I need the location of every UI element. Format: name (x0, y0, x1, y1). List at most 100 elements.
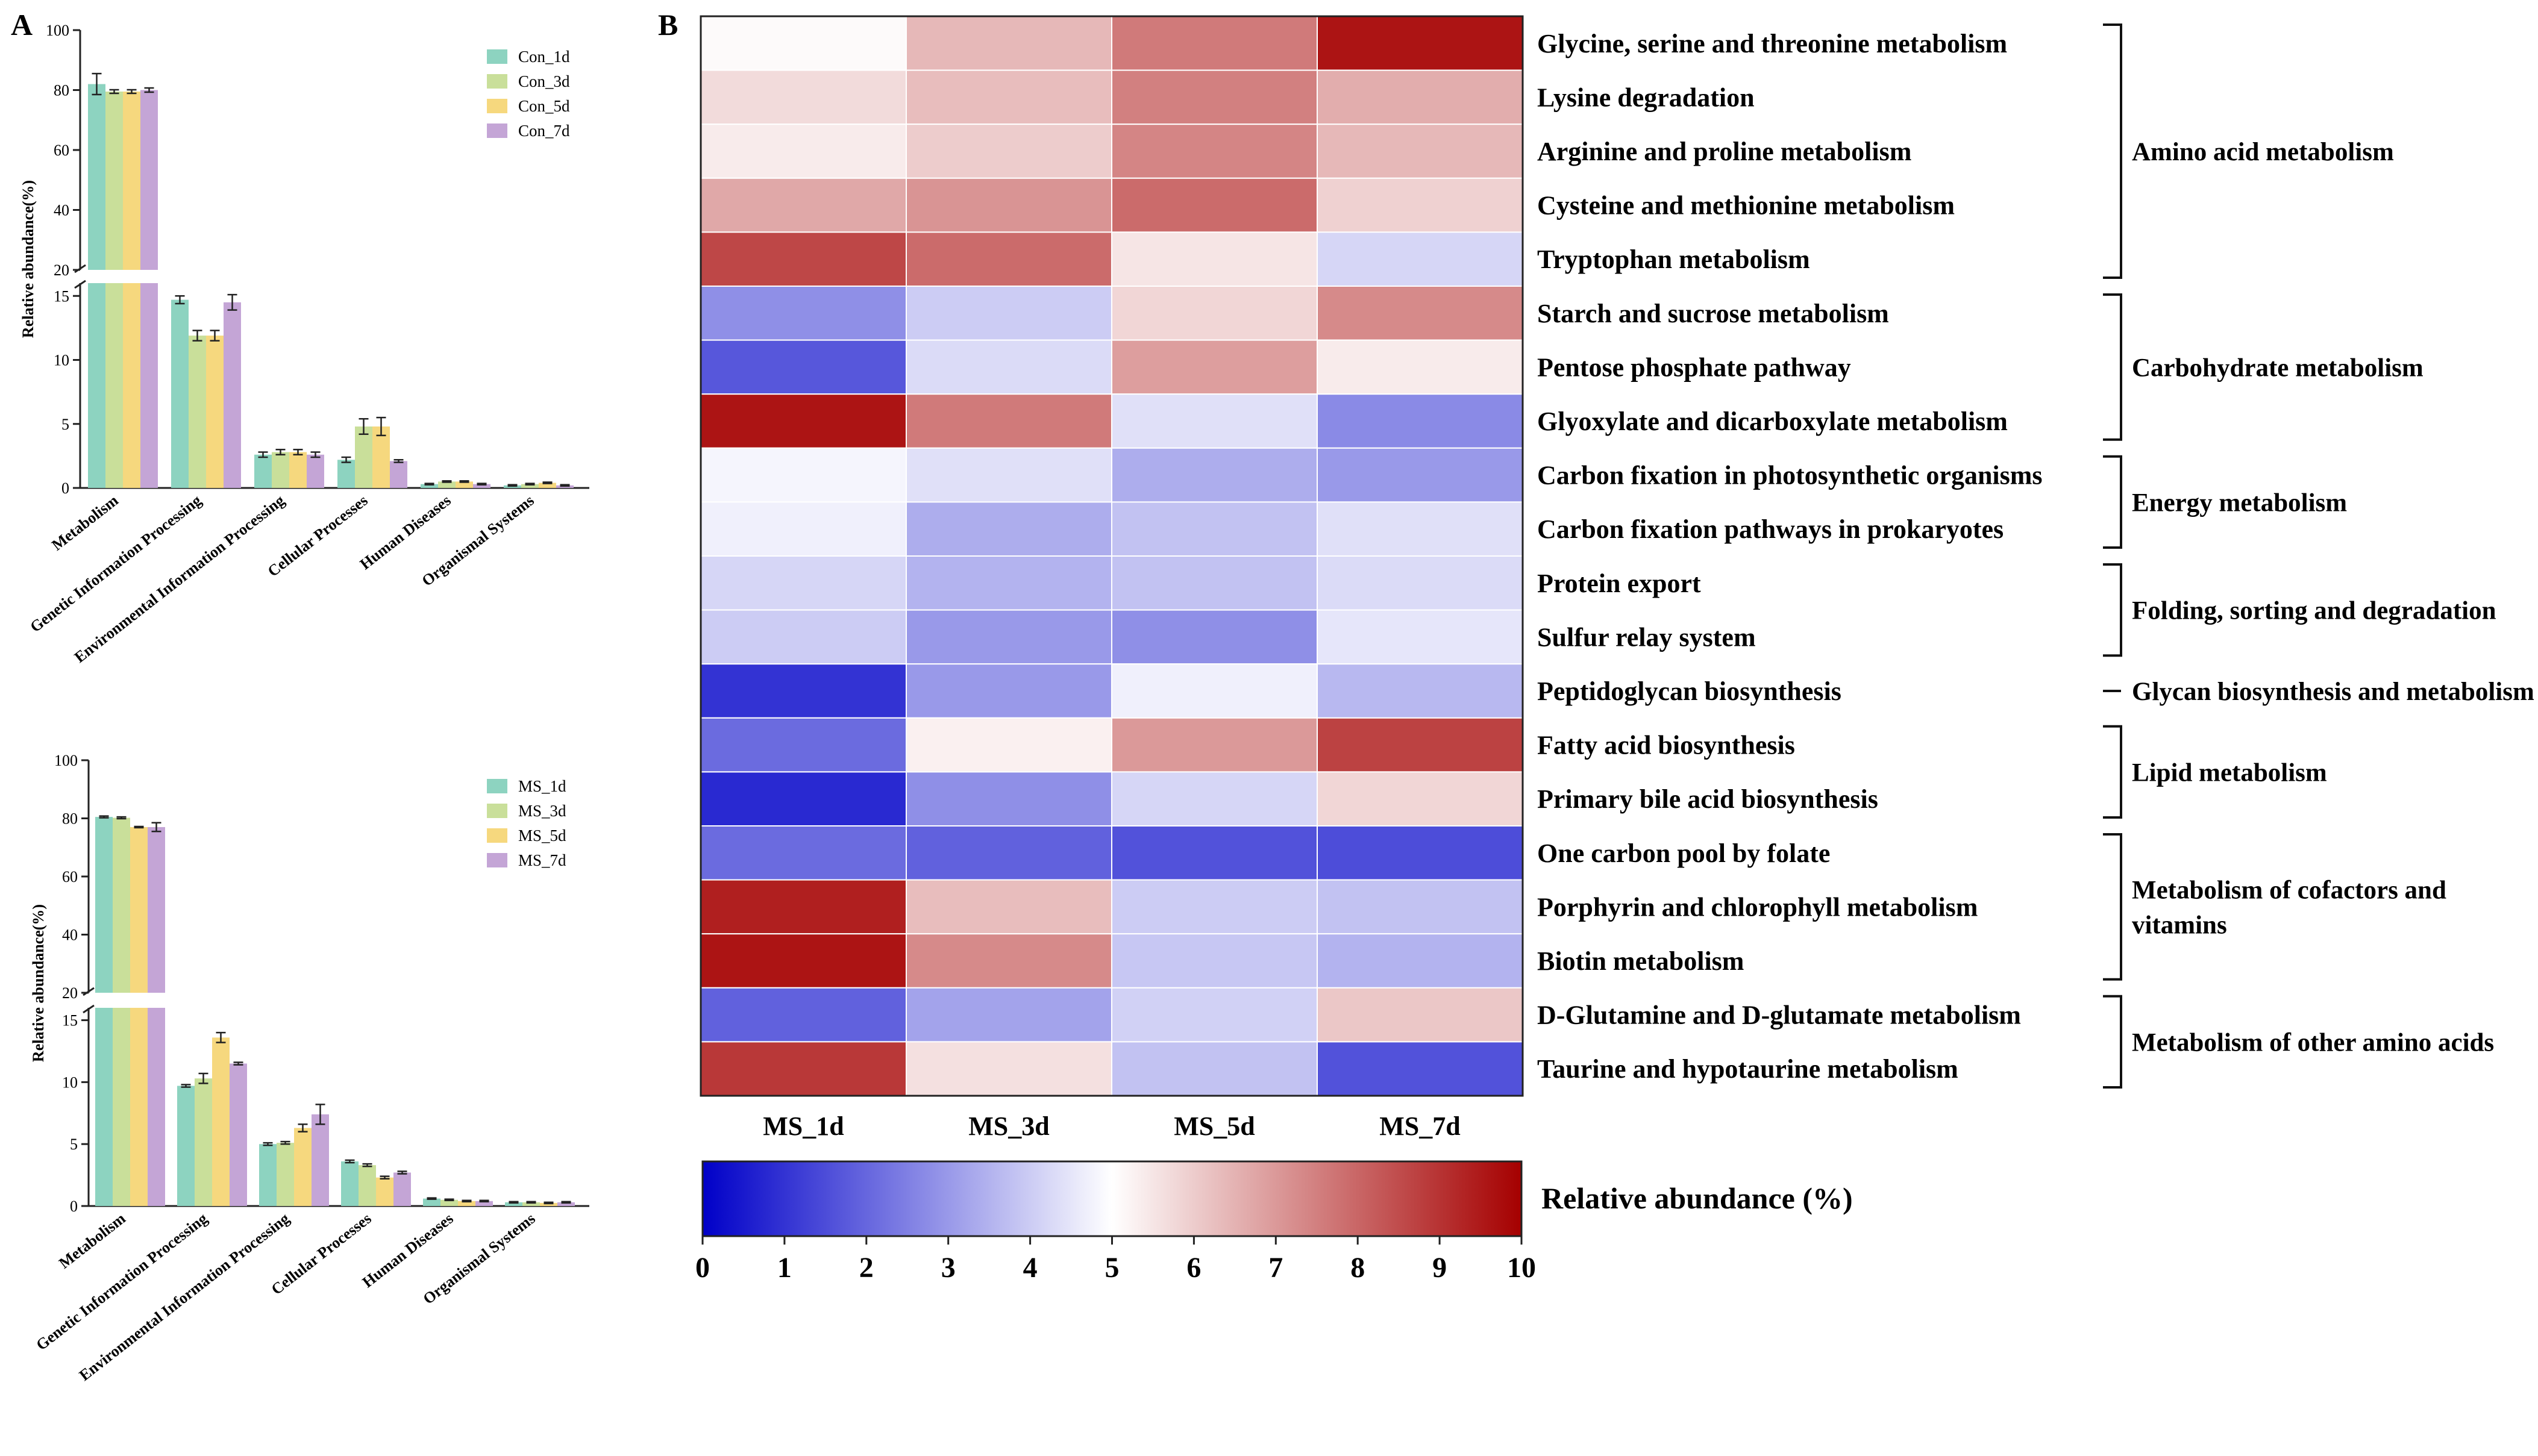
axis-break-mark (74, 280, 86, 289)
heatmap-cell (700, 501, 907, 557)
bar (148, 1008, 165, 1206)
heatmap-cell (1317, 879, 1523, 935)
colorbar-tick-label: 9 (1432, 1252, 1447, 1284)
group-label-line: Metabolism of other amino acids (2132, 1028, 2494, 1057)
heatmap-cell (1111, 393, 1318, 449)
x-tick-label: Genetic Information Processing (33, 1210, 211, 1354)
heatmap-cell (1317, 717, 1523, 773)
heatmap-cell (1111, 286, 1318, 341)
colorbar-tick-label: 0 (695, 1252, 710, 1284)
row-label: Tryptophan metabolism (1537, 245, 1810, 274)
x-tick-label: Metabolism (55, 1210, 129, 1272)
bar (177, 1086, 195, 1206)
group-label-line: Lipid metabolism (2132, 758, 2327, 787)
column-label: MS_1d (763, 1111, 844, 1141)
y-tick-label: 10 (54, 352, 69, 369)
heatmap-cell (1317, 123, 1523, 179)
row-label: Starch and sucrose metabolism (1537, 299, 1889, 328)
bar (456, 481, 473, 488)
heatmap-cell (906, 393, 1112, 449)
heatmap-cell (700, 447, 907, 503)
heatmap-cell (906, 69, 1112, 125)
colorbar-tick-label: 6 (1186, 1252, 1201, 1284)
row-label: Glyoxylate and dicarboxylate metabolism (1537, 407, 2008, 436)
legend-swatch (487, 853, 507, 867)
bar (337, 460, 355, 488)
bar (423, 1198, 440, 1206)
x-tick-label: Genetic Information Processing (27, 492, 205, 636)
colorbar-tick-label: 4 (1023, 1252, 1038, 1284)
heatmap-cell (1317, 933, 1523, 989)
legend-swatch (487, 99, 507, 113)
heatmap-frame (700, 15, 1524, 1097)
heatmap-cell (906, 933, 1112, 989)
bar (272, 452, 289, 488)
heatmap-cell (1317, 555, 1523, 611)
bar (393, 1172, 411, 1206)
group-bracket (2103, 455, 2122, 549)
heatmap-cell (700, 286, 907, 341)
colorbar-label: Relative abundance (%) (1541, 1181, 1853, 1215)
heatmap-cell (1111, 771, 1318, 827)
row-label: Biotin metabolism (1537, 946, 1744, 976)
bar (189, 336, 206, 488)
bar (522, 1202, 540, 1206)
heatmap-cell (1317, 501, 1523, 557)
heatmap-cell (906, 231, 1112, 287)
heatmap-cell (906, 16, 1112, 71)
bar (473, 484, 490, 488)
row-label: Lysine degradation (1537, 83, 1755, 112)
bar (440, 1199, 458, 1206)
heatmap-cell (700, 825, 907, 881)
heatmap-cell (1317, 286, 1523, 341)
bar (105, 91, 123, 270)
row-label: Sulfur relay system (1537, 622, 1756, 652)
heatmap-cell (700, 771, 907, 827)
legend-label: Con_1d (518, 48, 570, 66)
bar (113, 1008, 130, 1206)
heatmap-cell (906, 771, 1112, 827)
bar (212, 1037, 230, 1206)
heatmap-cell (700, 231, 907, 287)
y-axis-label: Relative abundance(%) (19, 180, 37, 338)
bar (130, 1008, 148, 1206)
heatmap-cell (906, 123, 1112, 179)
row-label: Peptidoglycan biosynthesis (1537, 676, 1841, 706)
heatmap-cell (700, 1041, 907, 1097)
y-tick-label: 10 (62, 1073, 78, 1091)
bar (438, 481, 456, 488)
bar (259, 1144, 277, 1206)
legend-label: MS_3d (518, 802, 566, 820)
legend-label: Con_3d (518, 72, 570, 90)
group-label-line: Carbohydrate metabolism (2132, 354, 2424, 382)
bar (505, 1202, 522, 1206)
legend-label: MS_7d (518, 851, 566, 869)
legend-swatch (487, 74, 507, 89)
y-tick-label: 20 (62, 984, 78, 1002)
panel-label-a: A (11, 8, 33, 42)
heatmap-cell (906, 501, 1112, 557)
legend-label: Con_5d (518, 97, 570, 115)
ms-bar-chart: 20 40 60 80 100 0 5 10 15 Relative abundance(%) Me… (30, 752, 589, 1384)
heatmap-cell (700, 987, 907, 1043)
heatmap-cell (1317, 339, 1523, 395)
y-tick-label: 80 (54, 82, 69, 99)
heatmap-cell (1317, 825, 1523, 881)
heatmap-cell (1317, 393, 1523, 449)
heatmap-cell (1111, 609, 1318, 665)
row-label: Cysteine and methionine metabolism (1537, 191, 1955, 220)
heatmap-cell (700, 16, 907, 71)
heatmap-cell (1317, 69, 1523, 125)
heatmap-cell (1317, 16, 1523, 71)
heatmap-cell (906, 663, 1112, 719)
bar (312, 1114, 329, 1206)
heatmap-cell (1111, 825, 1318, 881)
bar (307, 454, 324, 488)
heatmap-cell (1317, 609, 1523, 665)
legend-label: MS_1d (518, 777, 566, 795)
bar (355, 426, 372, 488)
legend-swatch (487, 804, 507, 818)
legend-swatch (487, 49, 507, 64)
heatmap-cell (1111, 717, 1318, 773)
